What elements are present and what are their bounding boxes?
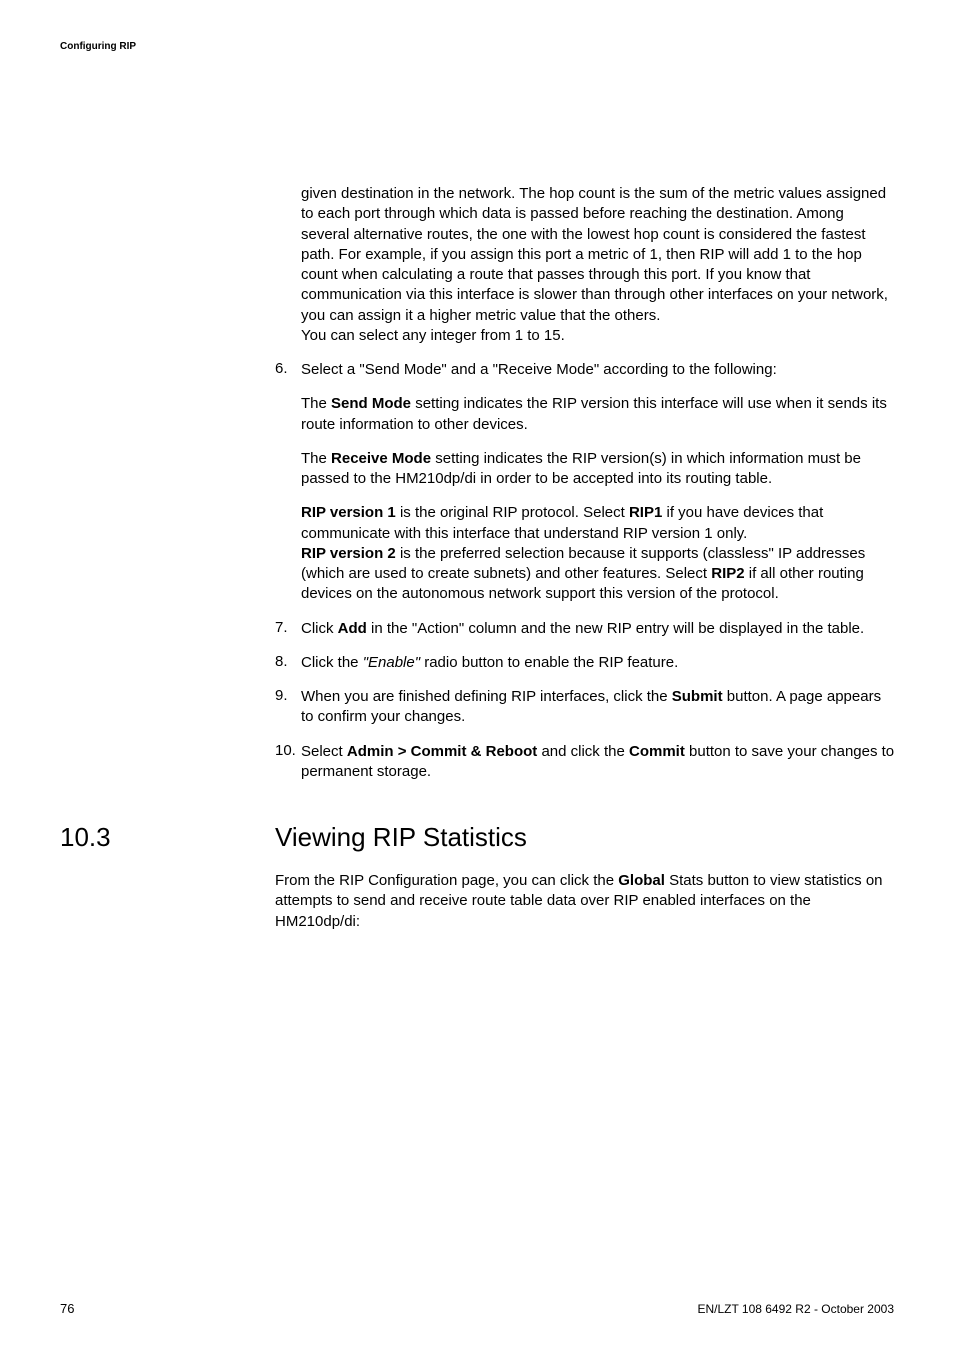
section-10-3: 10.3 Viewing RIP Statistics From the RIP… [275, 822, 895, 932]
page-number: 76 [60, 1301, 74, 1316]
list-item-7: 7. Click Add in the "Action" column and … [275, 619, 895, 639]
intro-line2: You can select any integer from 1 to 15. [301, 327, 565, 344]
footer-doc-info: EN/LZT 108 6492 R2 - October 2003 [697, 1302, 894, 1316]
bold-text: Submit [672, 688, 723, 705]
list-number-9: 9. [275, 687, 301, 728]
list-content-7: Click Add in the "Action" column and the… [301, 619, 895, 639]
continuation-block: given destination in the network. The ho… [301, 184, 895, 346]
section-para: From the RIP Configuration page, you can… [275, 871, 895, 932]
bold-text: Receive Mode [331, 450, 431, 467]
bold-text: Commit [629, 743, 685, 760]
bold-text: Admin > Commit & Reboot [347, 743, 537, 760]
bold-text: RIP1 [629, 504, 662, 521]
bold-text: Global [618, 872, 665, 889]
text: The [301, 395, 331, 412]
item6-main: Select a "Send Mode" and a "Receive Mode… [301, 360, 895, 380]
running-header: Configuring RIP [60, 41, 136, 52]
item6-para3: RIP version 1 is the original RIP protoc… [301, 503, 895, 544]
text: Click [301, 620, 338, 637]
intro-text: given destination in the network. The ho… [301, 185, 888, 324]
list-content-10: Select Admin > Commit & Reboot and click… [301, 742, 895, 783]
list-item-6: 6. Select a "Send Mode" and a "Receive M… [275, 360, 895, 605]
list-number-8: 8. [275, 653, 301, 673]
text: in the "Action" column and the new RIP e… [367, 620, 864, 637]
text: Select [301, 743, 347, 760]
bold-text: Send Mode [331, 395, 411, 412]
list-item-10: 10. Select Admin > Commit & Reboot and c… [275, 742, 895, 783]
item6-para4: RIP version 2 is the preferred selection… [301, 544, 895, 605]
text: radio button to enable the RIP feature. [420, 654, 678, 671]
list-item-8: 8. Click the "Enable" radio button to en… [275, 653, 895, 673]
list-item-9: 9. When you are finished defining RIP in… [275, 687, 895, 728]
italic-text: "Enable" [363, 654, 420, 671]
text: and click the [537, 743, 629, 760]
item6-para2: The Receive Mode setting indicates the R… [301, 449, 895, 490]
main-content: given destination in the network. The ho… [275, 184, 895, 946]
bold-text: Add [338, 620, 367, 637]
list-number-6: 6. [275, 360, 301, 605]
item6-para1: The Send Mode setting indicates the RIP … [301, 394, 895, 435]
text: The [301, 450, 331, 467]
text: is the original RIP protocol. Select [396, 504, 629, 521]
bold-text: RIP2 [711, 565, 744, 582]
section-title: Viewing RIP Statistics [275, 822, 895, 853]
section-number: 10.3 [60, 822, 111, 853]
bold-text: RIP version 2 [301, 545, 396, 562]
list-content-6: Select a "Send Mode" and a "Receive Mode… [301, 360, 895, 605]
list-content-9: When you are finished defining RIP inter… [301, 687, 895, 728]
list-number-10: 10. [275, 742, 301, 783]
text: From the RIP Configuration page, you can… [275, 872, 618, 889]
text: Click the [301, 654, 363, 671]
text: When you are finished defining RIP inter… [301, 688, 672, 705]
list-number-7: 7. [275, 619, 301, 639]
bold-text: RIP version 1 [301, 504, 396, 521]
list-content-8: Click the "Enable" radio button to enabl… [301, 653, 895, 673]
